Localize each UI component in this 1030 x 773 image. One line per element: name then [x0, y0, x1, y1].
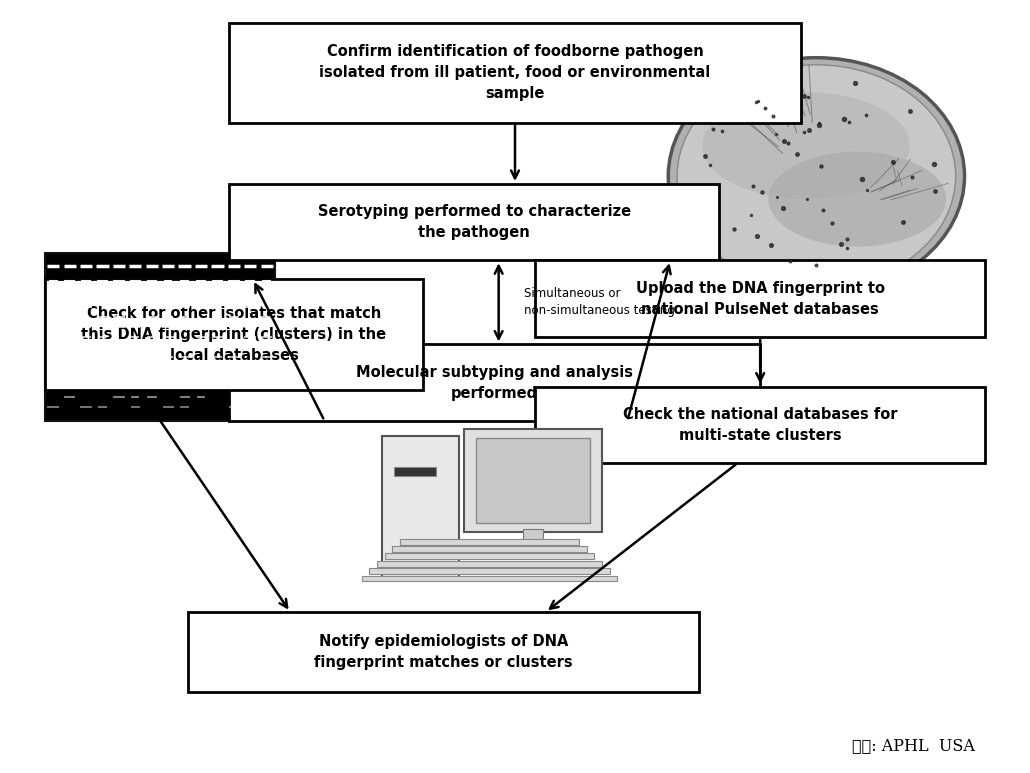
Bar: [536, 261, 985, 337]
Ellipse shape: [768, 152, 947, 247]
Bar: [377, 561, 602, 567]
Text: Molecular subtyping and analysis
performed: Molecular subtyping and analysis perform…: [356, 365, 633, 400]
Bar: [503, 542, 563, 551]
Bar: [362, 576, 617, 581]
Bar: [522, 529, 543, 546]
Text: Simultaneous or
non-simultaneous testing: Simultaneous or non-simultaneous testing: [524, 288, 675, 318]
Bar: [393, 468, 436, 476]
Ellipse shape: [702, 92, 909, 199]
Bar: [229, 23, 801, 123]
Text: Upload the DNA fingerprint to
national PulseNet databases: Upload the DNA fingerprint to national P…: [636, 281, 885, 317]
Bar: [229, 184, 719, 261]
Bar: [476, 438, 589, 523]
Text: Check for other isolates that match
this DNA fingerprint (clusters) in the
local: Check for other isolates that match this…: [81, 306, 386, 363]
Bar: [400, 539, 579, 544]
Bar: [385, 553, 594, 560]
Bar: [188, 612, 699, 693]
Bar: [392, 546, 586, 552]
Bar: [382, 436, 458, 577]
Bar: [370, 568, 610, 574]
Text: Notify epidemiologists of DNA
fingerprint matches or clusters: Notify epidemiologists of DNA fingerprin…: [314, 634, 573, 670]
Bar: [464, 428, 602, 532]
Bar: [45, 280, 423, 390]
Text: Confirm identification of foodborne pathogen
isolated from ill patient, food or : Confirm identification of foodborne path…: [319, 45, 711, 101]
Ellipse shape: [677, 65, 956, 288]
Bar: [45, 253, 275, 421]
Ellipse shape: [668, 58, 964, 295]
Bar: [536, 386, 985, 463]
Text: 출처: APHL  USA: 출처: APHL USA: [852, 737, 975, 754]
Bar: [229, 345, 760, 421]
Text: Serotyping performed to characterize
the pathogen: Serotyping performed to characterize the…: [317, 204, 630, 240]
Text: Check the national databases for
multi-state clusters: Check the national databases for multi-s…: [623, 407, 897, 443]
